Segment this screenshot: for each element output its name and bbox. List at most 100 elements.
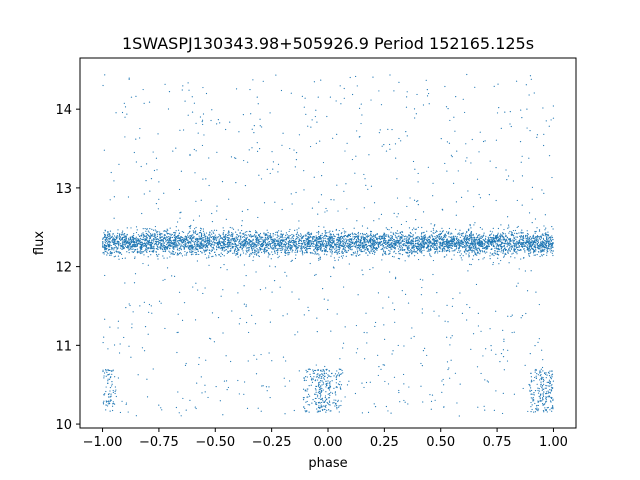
data-point <box>197 238 199 240</box>
data-point <box>524 236 527 238</box>
data-point <box>372 240 374 242</box>
data-point <box>224 244 226 246</box>
data-point <box>417 226 419 228</box>
data-point <box>151 233 153 235</box>
data-point <box>167 244 169 247</box>
data-point <box>363 245 366 247</box>
data-point <box>222 232 225 234</box>
data-point <box>267 238 269 240</box>
data-point <box>526 248 529 250</box>
data-point <box>258 255 260 257</box>
data-point <box>508 238 510 240</box>
data-point <box>272 233 274 235</box>
data-point <box>308 246 311 248</box>
data-point <box>253 235 255 237</box>
data-point <box>378 235 380 238</box>
data-point <box>451 233 453 235</box>
data-point <box>264 251 266 253</box>
data-point <box>536 235 539 237</box>
data-point <box>192 248 194 250</box>
data-point <box>164 248 166 250</box>
data-point <box>372 248 374 250</box>
data-point <box>267 234 269 236</box>
data-point <box>421 232 423 234</box>
data-point <box>547 238 549 240</box>
data-point <box>213 229 216 231</box>
data-point <box>389 243 392 245</box>
data-point <box>229 250 232 252</box>
data-point <box>318 237 320 240</box>
data-point <box>246 243 248 245</box>
data-point <box>168 232 170 235</box>
data-point <box>391 255 394 258</box>
data-point <box>475 248 477 250</box>
data-point <box>516 253 518 255</box>
data-point <box>224 236 226 238</box>
data-point <box>257 249 259 251</box>
data-point <box>496 253 499 255</box>
data-point <box>181 245 183 247</box>
data-point <box>195 239 197 241</box>
data-point <box>473 245 475 247</box>
data-point <box>278 230 280 232</box>
data-point <box>537 241 540 244</box>
data-point <box>396 245 398 247</box>
data-point <box>265 251 267 253</box>
data-point <box>347 239 349 241</box>
data-point <box>261 236 263 238</box>
data-point <box>334 251 336 253</box>
data-point <box>196 245 198 247</box>
data-point <box>164 230 167 232</box>
data-point <box>133 245 135 248</box>
data-point <box>196 233 198 236</box>
data-point <box>426 243 428 245</box>
data-point <box>211 233 213 235</box>
data-point <box>522 232 524 234</box>
data-point <box>193 241 195 243</box>
data-point <box>233 241 236 243</box>
data-point <box>325 249 327 251</box>
data-point <box>497 248 499 250</box>
data-point <box>501 234 503 236</box>
data-point <box>368 245 371 247</box>
data-point <box>433 247 435 249</box>
data-point <box>515 251 517 253</box>
data-point <box>138 251 140 254</box>
data-point <box>384 251 386 253</box>
data-point <box>114 244 116 247</box>
data-point <box>539 239 542 241</box>
data-point <box>479 253 481 255</box>
data-point <box>206 249 208 251</box>
data-point <box>398 235 400 237</box>
data-point <box>342 246 345 248</box>
data-point <box>408 249 410 252</box>
data-point <box>227 250 229 252</box>
data-point <box>481 228 483 230</box>
data-point <box>278 241 280 243</box>
data-point <box>211 255 213 258</box>
data-point <box>188 231 190 233</box>
data-point <box>364 240 366 242</box>
data-point <box>523 248 525 250</box>
data-point <box>165 237 167 239</box>
data-point <box>337 246 340 248</box>
data-point <box>393 251 395 253</box>
data-point <box>548 242 550 244</box>
data-point <box>428 249 430 251</box>
data-point <box>376 233 378 235</box>
data-point <box>356 251 359 253</box>
data-point <box>210 250 212 252</box>
data-point <box>279 236 281 239</box>
data-point <box>384 242 386 245</box>
data-point <box>388 229 390 231</box>
data-point <box>225 246 227 248</box>
data-point <box>317 244 319 246</box>
data-point <box>314 240 316 242</box>
data-point <box>261 239 263 241</box>
data-point <box>502 239 504 241</box>
data-point <box>132 248 134 250</box>
data-point <box>212 238 214 240</box>
data-point <box>349 237 351 240</box>
data-point <box>311 236 313 238</box>
